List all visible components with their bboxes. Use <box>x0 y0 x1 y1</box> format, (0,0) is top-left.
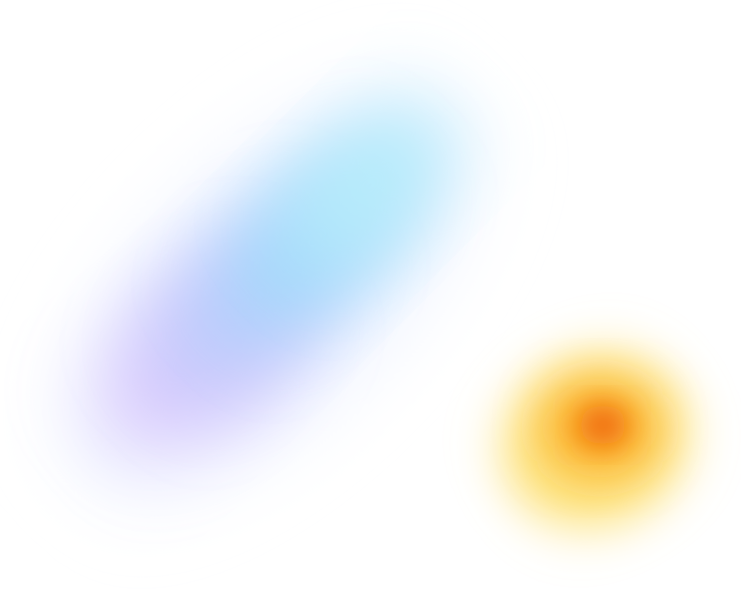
warm-blob <box>502 352 688 528</box>
warm-blob-core <box>579 405 627 445</box>
cool-blob-cyan <box>289 104 451 266</box>
cool-blob <box>67 87 473 493</box>
